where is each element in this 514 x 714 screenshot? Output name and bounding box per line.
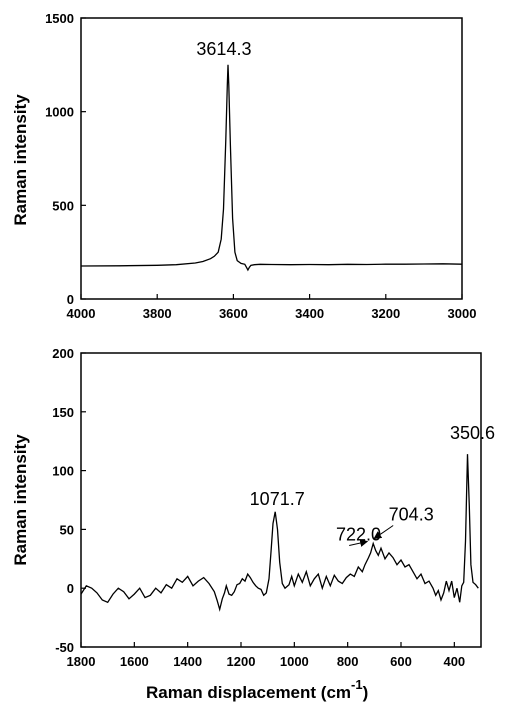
x-tick-label: 3600 [219, 306, 248, 321]
peak-label-704: 704.3 [389, 505, 434, 525]
bottom-x-axis-ticks: 1800 1600 1400 1200 1000 800 600 400 [67, 642, 465, 669]
bottom-y-axis-ticks: -50 0 50 100 150 200 [52, 346, 86, 655]
y-tick-label: 500 [52, 198, 74, 213]
top-y-axis-label: Raman intensity [11, 94, 30, 226]
x-tick-label: 600 [390, 654, 412, 669]
x-tick-label: 1400 [173, 654, 202, 669]
top-plot-frame [80, 17, 463, 300]
y-tick-label: -50 [55, 640, 74, 655]
y-tick-label: 50 [60, 522, 74, 537]
x-tick-label: 3400 [295, 306, 324, 321]
top-x-axis-ticks: 4000 3800 3600 3400 3200 3000 [67, 294, 477, 321]
x-tick-label: 1200 [227, 654, 256, 669]
bottom-spectrum-line [80, 454, 479, 612]
x-tick-label: 3800 [143, 306, 172, 321]
peak-label-1071: 1071.7 [250, 489, 305, 509]
top-y-axis-ticks: 0 500 1000 1500 [45, 11, 86, 307]
x-tick-label: 1000 [280, 654, 309, 669]
peak-label-722: 722.0 [336, 525, 381, 545]
x-tick-label: 3000 [448, 306, 477, 321]
y-tick-label: 200 [52, 346, 74, 361]
x-tick-label: 800 [337, 654, 359, 669]
top-spectrum-panel: 0 500 1000 1500 4000 3800 3600 3400 3200 3000 Ra… [11, 11, 476, 321]
x-tick-label: 400 [443, 654, 465, 669]
bottom-plot-frame [80, 352, 482, 648]
x-axis-label-close: ) [363, 683, 369, 702]
x-tick-label: 3200 [371, 306, 400, 321]
bottom-y-axis-label: Raman intensity [11, 434, 30, 566]
y-tick-label: 0 [67, 292, 74, 307]
x-axis-label-main: Raman displacement (cm [146, 683, 351, 702]
top-spectrum-line [80, 64, 463, 272]
bottom-spectrum-panel: -50 0 50 100 150 200 1800 1600 1400 1200 1000 800 6… [11, 346, 495, 702]
bottom-x-axis-label: Raman displacement (cm-1) [146, 677, 368, 702]
x-tick-label: 1600 [120, 654, 149, 669]
arrow-722 [349, 539, 369, 547]
y-tick-label: 1500 [45, 11, 74, 26]
x-tick-label: 1800 [67, 654, 96, 669]
arrow-704 [373, 525, 394, 540]
x-tick-label: 4000 [67, 306, 96, 321]
y-tick-label: 0 [67, 581, 74, 596]
x-axis-label-superscript: -1 [351, 677, 363, 692]
peak-label-350: 350.6 [450, 423, 495, 443]
y-tick-label: 1000 [45, 105, 74, 120]
y-tick-label: 100 [52, 464, 74, 479]
y-tick-label: 150 [52, 405, 74, 420]
peak-label-3614: 3614.3 [196, 39, 251, 59]
